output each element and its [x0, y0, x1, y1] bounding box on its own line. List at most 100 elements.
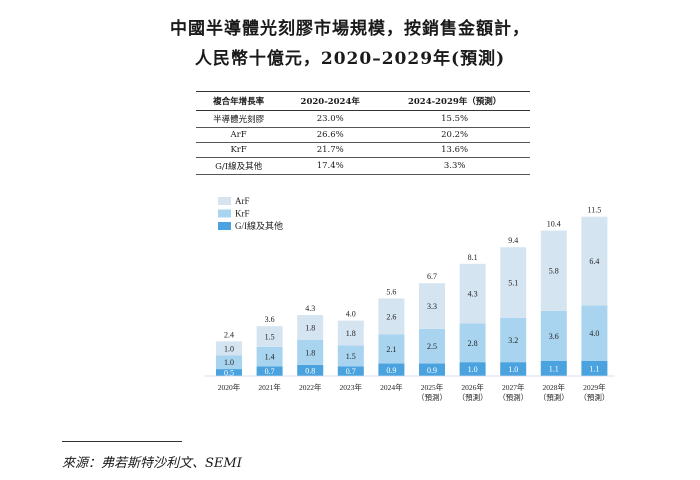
bar-value-label: 2.6 [386, 312, 396, 321]
bar-value-label: 1.0 [224, 358, 234, 367]
bar-value-label: 0.7 [346, 367, 356, 376]
x-tick-label: 2020年 [218, 382, 241, 392]
bar-value-label: 3.3 [427, 302, 437, 311]
bar-segment-krf [581, 305, 608, 361]
bar-value-label: 3.2 [508, 336, 518, 345]
bar-value-label: 1.1 [549, 364, 559, 373]
bar-value-label: 1.8 [305, 324, 315, 333]
bar-segment-arf [459, 263, 486, 324]
bar-segment-g-i [216, 369, 242, 376]
table-header-cell: 複合年增長率 [196, 91, 282, 111]
bar-value-label: 1.8 [305, 348, 315, 357]
bar-segment-arf [216, 341, 242, 356]
table-cell: 26.6% [281, 127, 380, 143]
source-note: 來源：弗若斯特沙利文、SEMI [62, 456, 242, 471]
x-tick-label: 2021年 [258, 382, 281, 392]
bar-total-label: 5.6 [386, 287, 396, 296]
bar-value-label: 1.4 [265, 353, 275, 362]
bar-total-label: 4.3 [305, 304, 315, 313]
table-cell: 3.3% [379, 157, 530, 175]
bar-value-label: 1.5 [346, 352, 356, 361]
bar-segment-arf [256, 326, 283, 347]
x-tick-label: 2029年 [583, 382, 606, 392]
x-tick-label: 2023年 [340, 382, 363, 392]
bar-segment-arf [540, 230, 567, 311]
bar-value-label: 1.5 [265, 333, 275, 342]
bar-value-label: 0.9 [427, 366, 437, 375]
legend-label-arf: ArF [235, 196, 250, 206]
table-cell: 15.5% [379, 110, 530, 128]
bar-segment-arf [581, 216, 608, 306]
bar-value-label: 6.4 [589, 257, 599, 266]
table-header-cell: 2020-2024年 [281, 91, 380, 111]
bar-segment-arf [500, 247, 527, 318]
bar-segment-g-i [581, 360, 608, 376]
bar-value-label: 1.8 [346, 329, 356, 338]
bar-segment-krf [216, 355, 242, 370]
source-divider [62, 441, 182, 442]
table-cell: 21.7% [281, 142, 380, 158]
x-tick-label: （預測） [579, 392, 609, 402]
table-row: G/I線及其他 17.4% 3.3% [196, 157, 530, 175]
bar-segment-g-i [540, 360, 567, 376]
bar-segment-arf [419, 283, 445, 329]
bar-segment-krf [297, 339, 324, 365]
bar-value-label: 0.7 [265, 367, 275, 376]
x-tick-label: （預測） [539, 392, 569, 402]
x-tick-label: 2024年 [380, 382, 403, 392]
table-header-cell: 2024-2029年（預測） [379, 91, 530, 111]
table-row: ArF 26.6% 20.2% [196, 127, 530, 143]
bar-segment-krf [459, 323, 486, 363]
bar-value-label: 0.9 [386, 366, 396, 375]
bar-total-label: 4.0 [346, 310, 356, 319]
table-cell: 20.2% [379, 127, 530, 143]
x-tick-label: 2026年 [461, 382, 484, 392]
bar-value-label: 2.1 [386, 345, 396, 354]
bar-value-label: 0.8 [305, 366, 315, 375]
bar-segment-arf [378, 298, 405, 335]
bar-total-label: 3.6 [265, 315, 275, 324]
bar-total-label: 10.4 [547, 220, 561, 229]
legend-swatch-g-i [218, 222, 231, 230]
table-cell: 23.0% [281, 110, 380, 128]
bar-segment-krf [378, 334, 405, 364]
table-row: KrF 21.7% 13.6% [196, 142, 530, 158]
bar-value-label: 4.0 [589, 329, 599, 338]
x-tick-label: （預測） [458, 392, 488, 402]
bar-total-label: 11.5 [588, 206, 602, 215]
bar-value-label: 4.3 [468, 290, 478, 299]
table-cell: G/I線及其他 [196, 157, 282, 175]
legend-swatch-krf [218, 209, 231, 218]
bar-total-label: 6.7 [427, 272, 437, 281]
x-tick-label: （預測） [498, 392, 528, 402]
legend-swatch-arf [218, 197, 231, 205]
bar-segment-krf [500, 317, 527, 363]
chart-title-line1: 中國半導體光刻膠市場規模，按銷售金額計， [170, 19, 530, 39]
legend-label-g-i: G/I線及其他 [235, 220, 283, 231]
table-header-row: 複合年增長率 2020-2024年 2024-2029年（預測） [196, 91, 530, 111]
table-cell: ArF [196, 127, 282, 143]
x-tick-label: 2025年 [421, 382, 444, 392]
x-tick-label: 2028年 [543, 382, 566, 392]
bar-segment-arf [337, 320, 364, 346]
bar-value-label: 5.1 [508, 279, 518, 288]
bar-value-label: 1.0 [224, 344, 234, 353]
bar-segment-g-i [378, 363, 405, 376]
bar-value-label: 2.8 [468, 339, 478, 348]
bar-segment-g-i [419, 363, 445, 376]
table-row: 半導體光刻膠 23.0% 15.5% [196, 110, 530, 128]
bar-total-label: 2.4 [224, 330, 234, 339]
bar-segment-g-i [459, 362, 486, 376]
bar-value-label: 1.0 [468, 365, 478, 374]
bar-segment-krf [256, 346, 283, 367]
bar-segment-krf [337, 345, 364, 367]
bar-segment-g-i [297, 364, 324, 376]
bar-segment-krf [540, 310, 567, 361]
bar-value-label: 3.6 [549, 332, 559, 341]
bar-value-label: 1.1 [589, 364, 599, 373]
bar-segment-g-i [500, 362, 527, 376]
bar-value-label: 1.0 [508, 365, 518, 374]
table-cell: 半導體光刻膠 [196, 110, 282, 128]
bar-total-label: 8.1 [468, 253, 478, 262]
